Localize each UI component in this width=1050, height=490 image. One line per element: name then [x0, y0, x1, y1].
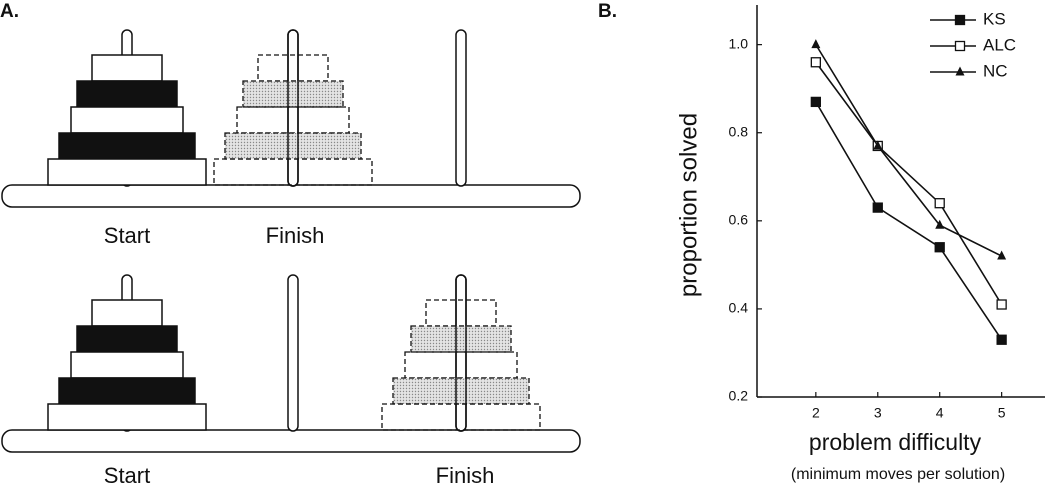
y-axis-label: proportion solved	[675, 113, 702, 297]
finish-label: Finish	[266, 223, 325, 248]
x-tick-label: 3	[874, 405, 882, 421]
base-board	[1, 429, 581, 453]
data-point	[934, 198, 945, 209]
y-tick-label: 0.4	[729, 300, 749, 316]
goal-disk	[381, 403, 541, 431]
x-axis-sublabel: (minimum moves per solution)	[791, 466, 1005, 483]
disk	[58, 132, 196, 160]
disk	[70, 106, 184, 134]
disk	[47, 158, 207, 186]
series-line	[815, 44, 1003, 257]
data-point	[872, 202, 883, 213]
peg-through	[455, 274, 467, 432]
disk	[58, 377, 196, 405]
tower-diagrams	[1, 29, 581, 453]
data-point	[935, 219, 945, 229]
start-label: Start	[104, 223, 150, 248]
data-point	[996, 334, 1007, 345]
y-tick-label: 1.0	[729, 35, 749, 51]
y-tick-label: 0.6	[729, 212, 749, 228]
base-board	[1, 184, 581, 208]
series-line	[815, 101, 1003, 341]
legend-label: KS	[983, 9, 1006, 28]
y-tick-label: 0.2	[729, 388, 749, 404]
goal-disk	[224, 132, 362, 160]
disk	[76, 325, 178, 353]
data-point	[934, 242, 945, 253]
disk	[47, 403, 207, 431]
legend-marker	[954, 40, 966, 52]
peg	[287, 274, 299, 432]
legend-marker	[954, 14, 966, 26]
disk	[91, 54, 163, 82]
panel-label: A.	[0, 1, 19, 22]
legend-label: NC	[983, 61, 1008, 80]
x-tick-label: 4	[936, 405, 944, 421]
series-line	[815, 61, 1003, 305]
data-point	[811, 39, 821, 49]
data-point	[810, 57, 821, 68]
disk	[76, 80, 178, 108]
peg	[455, 29, 467, 187]
x-axis-label: problem difficulty	[809, 429, 982, 455]
disk	[70, 351, 184, 379]
disk	[91, 299, 163, 327]
finish-label: Finish	[436, 463, 495, 488]
start-label: Start	[104, 463, 150, 488]
goal-disk	[410, 325, 512, 353]
x-tick-label: 5	[998, 405, 1006, 421]
data-point	[996, 299, 1007, 310]
legend-label: ALC	[983, 35, 1016, 54]
legend-marker	[955, 66, 965, 76]
panel-label: B.	[598, 1, 617, 22]
data-point	[873, 140, 883, 150]
goal-disk	[392, 377, 530, 405]
peg	[287, 29, 299, 187]
goal-disk	[242, 80, 344, 108]
goal-disk	[213, 158, 373, 186]
data-point	[997, 250, 1007, 260]
peg-through	[287, 29, 299, 187]
y-tick-label: 0.8	[729, 123, 749, 139]
x-tick-label: 2	[812, 405, 820, 421]
peg	[455, 274, 467, 432]
data-point	[810, 96, 821, 108]
